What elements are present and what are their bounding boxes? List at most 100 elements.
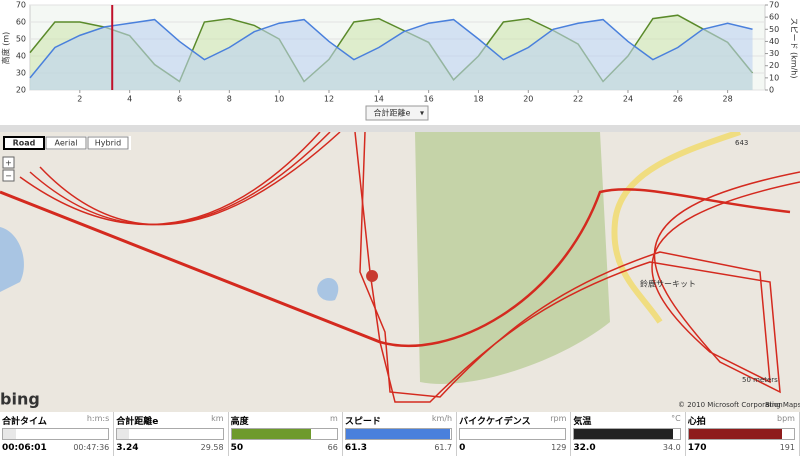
map-button-label[interactable]: Hybrid bbox=[95, 139, 121, 148]
stat-max: 61.7 bbox=[434, 443, 453, 452]
stat-bar bbox=[117, 429, 129, 439]
copyright: © 2010 Microsoft Corporation bbox=[678, 401, 783, 409]
stat-value: 3.24 bbox=[116, 443, 139, 453]
x-tick-label: 24 bbox=[623, 95, 633, 104]
x-tick-label: 18 bbox=[473, 95, 483, 104]
stat-unit: rpm bbox=[550, 414, 567, 423]
pond bbox=[317, 278, 339, 301]
stat-unit: °C bbox=[671, 414, 681, 423]
zoom-button[interactable] bbox=[2, 169, 15, 182]
stat-bar bbox=[345, 429, 451, 439]
y-axis-label: 高度 (m) bbox=[1, 32, 11, 65]
water bbox=[0, 227, 24, 292]
stat-bar bbox=[3, 429, 17, 439]
stat-label: スピード bbox=[344, 417, 381, 427]
stat-unit: h:m:s bbox=[86, 414, 110, 423]
y-tick-label: 60 bbox=[16, 18, 26, 27]
stat-panel: 心拍 bpm 170 191 bbox=[686, 412, 800, 456]
selector[interactable] bbox=[365, 105, 429, 121]
zoom-label[interactable]: − bbox=[5, 172, 12, 181]
x-tick-label: 22 bbox=[573, 95, 583, 104]
stats-bar: 合計タイム h:m:s 00:06:01 00:47:36 合計距離e km 3.… bbox=[0, 412, 800, 456]
selector-label[interactable]: 合計距離e bbox=[374, 108, 411, 118]
y2-tick-label: 70 bbox=[769, 1, 779, 10]
y2-tick-label: 60 bbox=[769, 13, 779, 22]
stat-unit: m bbox=[330, 414, 338, 423]
map-bg bbox=[0, 132, 800, 412]
stat-unit: km/h bbox=[431, 414, 453, 423]
stat-panel: 合計距離e km 3.24 29.58 bbox=[114, 412, 229, 456]
stat-bar bbox=[574, 429, 674, 439]
stat-track bbox=[116, 428, 224, 440]
x-tick-label: 2 bbox=[77, 95, 82, 104]
map[interactable]: Road Aerial Hybrid + − 643 鈴鹿サーキット 50 meters… bbox=[0, 132, 800, 412]
logo: bing bbox=[0, 390, 40, 409]
stat-unit: km bbox=[211, 414, 224, 423]
y-tick-label: 70 bbox=[16, 1, 26, 10]
map-button-label[interactable]: Road bbox=[13, 139, 36, 148]
stat-track bbox=[687, 428, 795, 440]
x-tick-label: 28 bbox=[723, 95, 733, 104]
chart: 高度 (m) スピード (km/h) 合計距離e ▾ 20 30 40 50 60 70 0… bbox=[0, 1, 800, 132]
stat-label: 合計距離e bbox=[116, 417, 159, 427]
route bbox=[0, 132, 800, 403]
y2-tick-label: 10 bbox=[769, 73, 779, 82]
series-line bbox=[29, 18, 753, 79]
y2-tick-label: 0 bbox=[769, 86, 774, 95]
stat-value: 50 bbox=[230, 443, 244, 453]
x-tick-label: 16 bbox=[424, 95, 434, 104]
stat-track bbox=[230, 428, 338, 440]
selector-arrow[interactable]: ▾ bbox=[420, 109, 424, 118]
scale-label: 50 meters bbox=[742, 376, 778, 384]
stat-track bbox=[344, 428, 453, 440]
map-button[interactable] bbox=[3, 136, 45, 150]
road bbox=[611, 132, 741, 324]
x-tick-label: 4 bbox=[127, 95, 132, 104]
stat-label: 合計タイム bbox=[2, 417, 47, 427]
stat-panel: 気温 °C 32.0 34.0 bbox=[571, 412, 686, 456]
stat-value: 170 bbox=[687, 443, 707, 453]
y-tick-label: 50 bbox=[16, 35, 26, 44]
stat-value: 0 bbox=[459, 443, 466, 453]
y2-axis-label: スピード (km/h) bbox=[790, 18, 799, 79]
stat-track bbox=[2, 428, 110, 440]
stat-bar bbox=[231, 429, 312, 439]
y2-tick-label: 30 bbox=[769, 49, 779, 58]
zoom-label[interactable]: + bbox=[5, 159, 12, 168]
stat-value: 32.0 bbox=[573, 443, 596, 453]
stat-label: 心拍 bbox=[687, 417, 706, 427]
series-area bbox=[30, 19, 753, 91]
stat-panel: バイクケイデンス rpm 0 129 bbox=[457, 412, 572, 456]
x-tick-label: 14 bbox=[374, 95, 384, 104]
map-button[interactable] bbox=[45, 136, 87, 150]
y-tick-label: 40 bbox=[16, 52, 26, 61]
x-tick-label: 6 bbox=[177, 95, 182, 104]
x-tick-label: 20 bbox=[523, 95, 533, 104]
zoom-button[interactable] bbox=[2, 156, 15, 169]
map-link[interactable]: Bing Maps bbox=[765, 401, 800, 409]
x-tick-label: 26 bbox=[673, 95, 683, 104]
stat-max: 66 bbox=[327, 443, 338, 452]
x-tick-label: 8 bbox=[227, 95, 232, 104]
stat-unit: bpm bbox=[777, 414, 795, 423]
y2-tick-label: 20 bbox=[769, 61, 779, 70]
y-tick-label: 30 bbox=[16, 69, 26, 78]
stat-label: バイクケイデンス bbox=[459, 417, 531, 427]
stat-label: 高度 bbox=[230, 417, 249, 427]
stat-panel: 合計タイム h:m:s 00:06:01 00:47:36 bbox=[0, 412, 115, 456]
map-pin bbox=[366, 270, 379, 300]
stat-max: 191 bbox=[779, 443, 795, 452]
map-button-label[interactable]: Aerial bbox=[55, 139, 78, 148]
stat-panel: スピード km/h 61.3 61.7 bbox=[343, 412, 458, 456]
splitter[interactable] bbox=[0, 125, 800, 132]
stat-max: 129 bbox=[551, 443, 567, 452]
stat-value: 61.3 bbox=[344, 443, 368, 453]
stat-track bbox=[459, 428, 567, 440]
stat-label: 気温 bbox=[573, 417, 592, 427]
map-button[interactable] bbox=[87, 136, 129, 150]
y2-tick-label: 40 bbox=[769, 37, 779, 46]
stat-max: 00:47:36 bbox=[73, 443, 110, 452]
green-area bbox=[415, 132, 610, 384]
x-tick-label: 10 bbox=[274, 95, 284, 104]
